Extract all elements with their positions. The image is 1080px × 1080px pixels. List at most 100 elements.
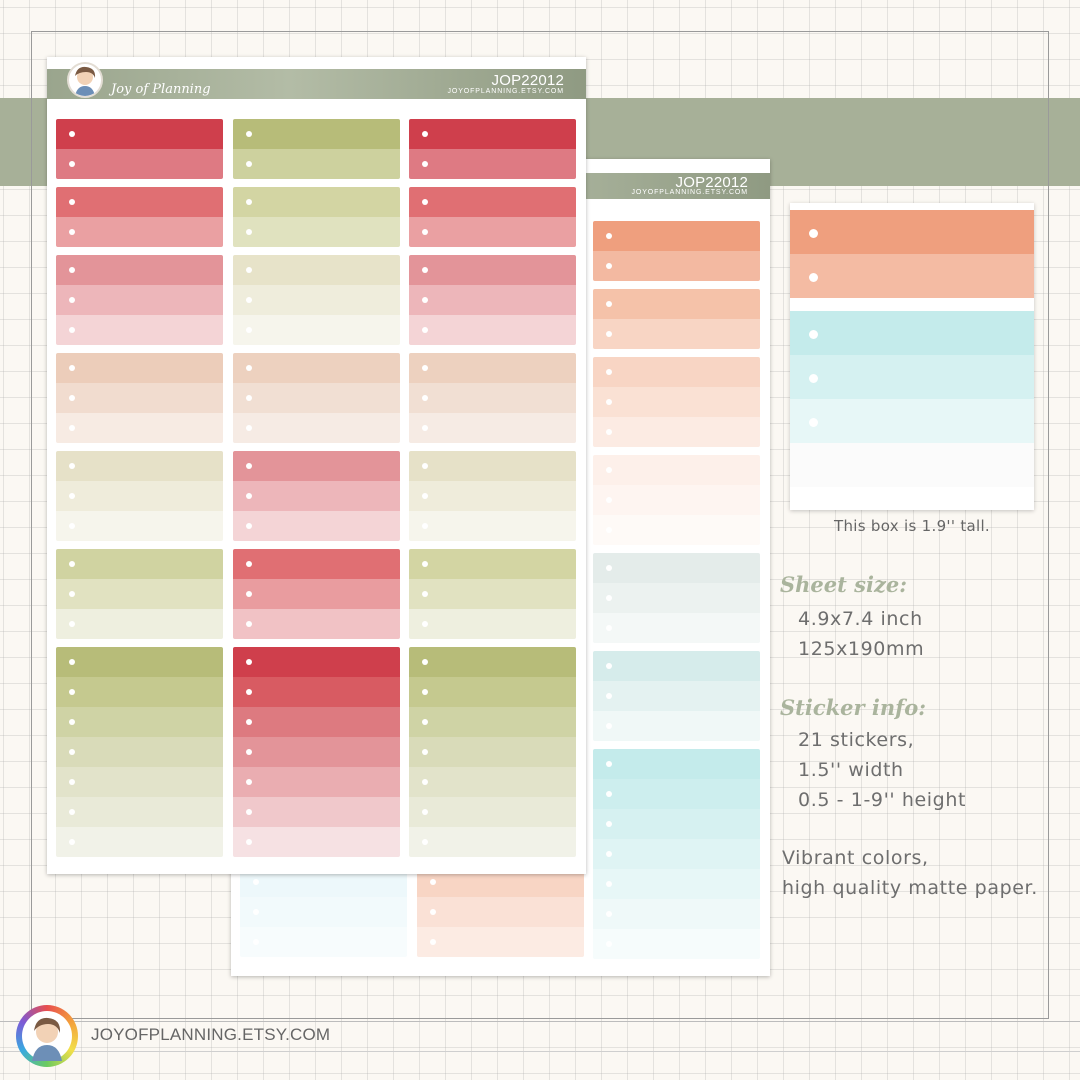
sticker: [593, 749, 760, 959]
bullet-dot-icon: [422, 327, 428, 333]
sticker-strip: [240, 897, 407, 927]
bullet-dot-icon: [246, 779, 252, 785]
bullet-dot-icon: [606, 693, 612, 699]
bullet-dot-icon: [422, 425, 428, 431]
bullet-dot-icon: [430, 879, 436, 885]
bullet-dot-icon: [69, 749, 75, 755]
footer-shop-link[interactable]: JOYOFPLANNING.ETSY.COM: [91, 1025, 331, 1044]
sticker-strip: [593, 417, 760, 447]
sticker-strip: [593, 613, 760, 643]
bullet-dot-icon: [246, 463, 252, 469]
sticker-strip: [409, 315, 576, 345]
bullet-dot-icon: [69, 839, 75, 845]
sticker-strip: [56, 353, 223, 383]
sticker-strip: [233, 767, 400, 797]
sticker-strip: [409, 767, 576, 797]
sticker: [233, 353, 400, 443]
bullet-dot-icon: [246, 365, 252, 371]
sticker: [409, 353, 576, 443]
sticker: [593, 289, 760, 349]
sticker-strip: [593, 749, 760, 779]
avatar-logo-icon: [67, 62, 103, 98]
sticker-strip: [593, 809, 760, 839]
rainbow-logo-icon: [16, 1005, 78, 1067]
bullet-dot-icon: [422, 523, 428, 529]
bullet-dot-icon: [422, 561, 428, 567]
bullet-dot-icon: [246, 659, 252, 665]
sticker-strip: [409, 827, 576, 857]
sticker-strip: [240, 927, 407, 957]
sticker-strip: [593, 681, 760, 711]
bullet-dot-icon: [69, 719, 75, 725]
bullet-dot-icon: [422, 839, 428, 845]
sticker-sheet-front: Joy of Planning JOP22012 JOYOFPLANNING.E…: [47, 57, 586, 874]
bullet-dot-icon: [606, 851, 612, 857]
bullet-dot-icon: [246, 131, 252, 137]
bullet-dot-icon: [809, 418, 818, 427]
sticker-strip: [233, 549, 400, 579]
sticker-strip: [56, 707, 223, 737]
bullet-dot-icon: [69, 523, 75, 529]
bullet-dot-icon: [69, 689, 75, 695]
sticker: [233, 647, 400, 857]
sticker: [409, 255, 576, 345]
bullet-dot-icon: [69, 229, 75, 235]
sticker: [593, 221, 760, 281]
sample-strip: [790, 443, 1034, 487]
bullet-dot-icon: [606, 625, 612, 631]
sheet-size-heading: Sheet size:: [780, 572, 908, 597]
sticker: [417, 867, 584, 957]
sticker-strip: [56, 737, 223, 767]
sticker-strip: [56, 827, 223, 857]
sticker: [56, 187, 223, 247]
sticker-strip: [233, 315, 400, 345]
bullet-dot-icon: [422, 395, 428, 401]
sticker: [593, 357, 760, 447]
bullet-dot-icon: [606, 821, 612, 827]
sticker-info-line: 1.5'' width: [798, 759, 904, 781]
sticker-strip: [593, 929, 760, 959]
sticker-strip: [233, 451, 400, 481]
sticker-strip: [56, 579, 223, 609]
sticker-strip: [593, 221, 760, 251]
sticker-strip: [409, 187, 576, 217]
bullet-dot-icon: [422, 591, 428, 597]
sticker-strip: [409, 255, 576, 285]
sticker-strip: [409, 119, 576, 149]
bullet-dot-icon: [246, 161, 252, 167]
bullet-dot-icon: [246, 199, 252, 205]
sticker-strip: [56, 451, 223, 481]
bullet-dot-icon: [246, 229, 252, 235]
sticker: [593, 455, 760, 545]
bullet-dot-icon: [422, 749, 428, 755]
sticker-strip: [56, 609, 223, 639]
sticker-strip: [593, 357, 760, 387]
bullet-dot-icon: [430, 939, 436, 945]
sheet-header: Joy of Planning JOP22012 JOYOFPLANNING.E…: [47, 69, 586, 99]
bullet-dot-icon: [246, 561, 252, 567]
sticker-strip: [233, 677, 400, 707]
bullet-dot-icon: [422, 131, 428, 137]
sticker-strip: [409, 579, 576, 609]
bullet-dot-icon: [606, 723, 612, 729]
bullet-dot-icon: [246, 425, 252, 431]
vibrant-line: Vibrant colors,: [782, 847, 929, 869]
bullet-dot-icon: [606, 941, 612, 947]
sticker-strip: [593, 319, 760, 349]
sticker-strip: [56, 677, 223, 707]
sticker-strip: [233, 827, 400, 857]
bullet-dot-icon: [422, 463, 428, 469]
bullet-dot-icon: [422, 267, 428, 273]
sticker: [409, 549, 576, 639]
sample-caption: This box is 1.9'' tall.: [834, 517, 990, 535]
bullet-dot-icon: [606, 527, 612, 533]
bullet-dot-icon: [253, 879, 259, 885]
bullet-dot-icon: [69, 659, 75, 665]
bullet-dot-icon: [246, 809, 252, 815]
bullet-dot-icon: [606, 663, 612, 669]
bullet-dot-icon: [422, 199, 428, 205]
bullet-dot-icon: [246, 621, 252, 627]
sticker-strip: [233, 797, 400, 827]
sticker-strip: [233, 481, 400, 511]
sticker-strip: [593, 583, 760, 613]
